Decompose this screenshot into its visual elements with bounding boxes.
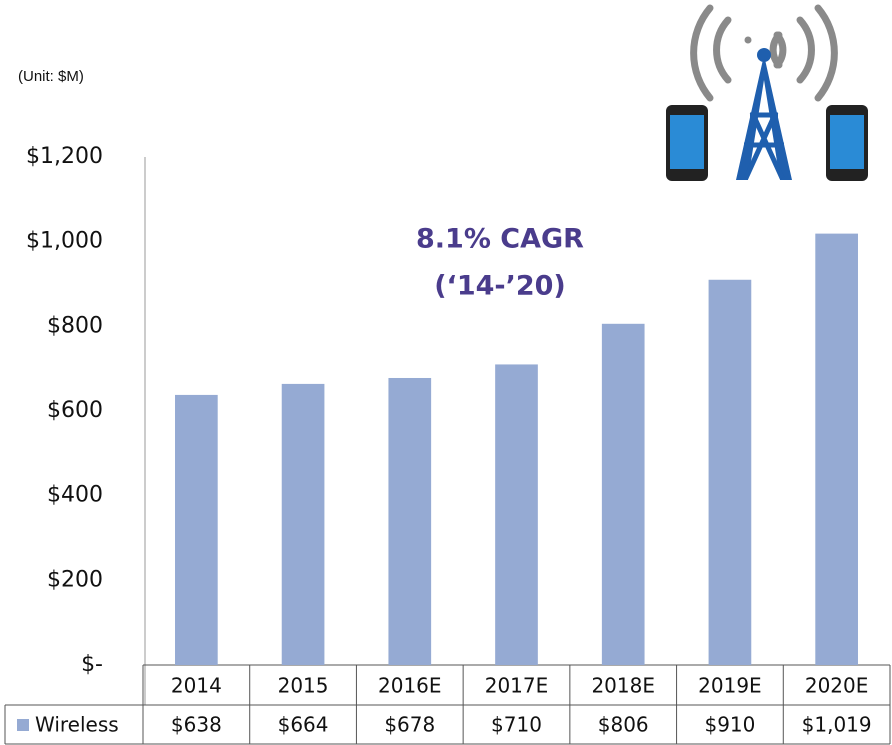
page: (Unit: $M) 8.1% CAGR (‘14-’20) Wireless … bbox=[0, 0, 892, 745]
bar bbox=[709, 280, 752, 665]
category-label: 2018E bbox=[591, 674, 655, 698]
category-label: 2016E bbox=[378, 674, 442, 698]
value-label: $710 bbox=[491, 713, 542, 737]
category-label: 2014 bbox=[171, 674, 222, 698]
unit-label: (Unit: $M) bbox=[18, 68, 84, 85]
legend-label: Wireless bbox=[35, 713, 119, 737]
bar bbox=[602, 324, 645, 665]
y-tick-label: $600 bbox=[47, 398, 103, 423]
bar bbox=[815, 234, 858, 665]
bar bbox=[175, 395, 218, 665]
value-label: $806 bbox=[598, 713, 649, 737]
y-tick-label: $400 bbox=[47, 483, 103, 508]
y-tick-label: $1,000 bbox=[26, 229, 103, 254]
bar bbox=[495, 364, 538, 665]
tower-icon bbox=[666, 8, 868, 181]
y-tick-label: $200 bbox=[47, 567, 103, 592]
category-label: 2019E bbox=[698, 674, 762, 698]
value-label: $664 bbox=[278, 713, 329, 737]
category-label: 2015 bbox=[278, 674, 329, 698]
value-label: $1,019 bbox=[802, 713, 872, 737]
y-tick-label: $- bbox=[81, 652, 103, 677]
annotation: 8.1% CAGR bbox=[416, 224, 584, 255]
category-label: 2017E bbox=[485, 674, 549, 698]
y-tick-label: $800 bbox=[47, 313, 103, 338]
legend-swatch bbox=[17, 719, 29, 731]
category-label: 2020E bbox=[805, 674, 869, 698]
value-label: $910 bbox=[704, 713, 755, 737]
bar bbox=[282, 384, 325, 665]
value-label: $638 bbox=[171, 713, 222, 737]
chart: (Unit: $M) 8.1% CAGR (‘14-’20) Wireless … bbox=[0, 0, 892, 745]
value-label: $678 bbox=[384, 713, 435, 737]
bar bbox=[388, 378, 431, 665]
y-tick-label: $1,200 bbox=[26, 144, 103, 169]
annotation: (‘14-’20) bbox=[434, 271, 566, 302]
